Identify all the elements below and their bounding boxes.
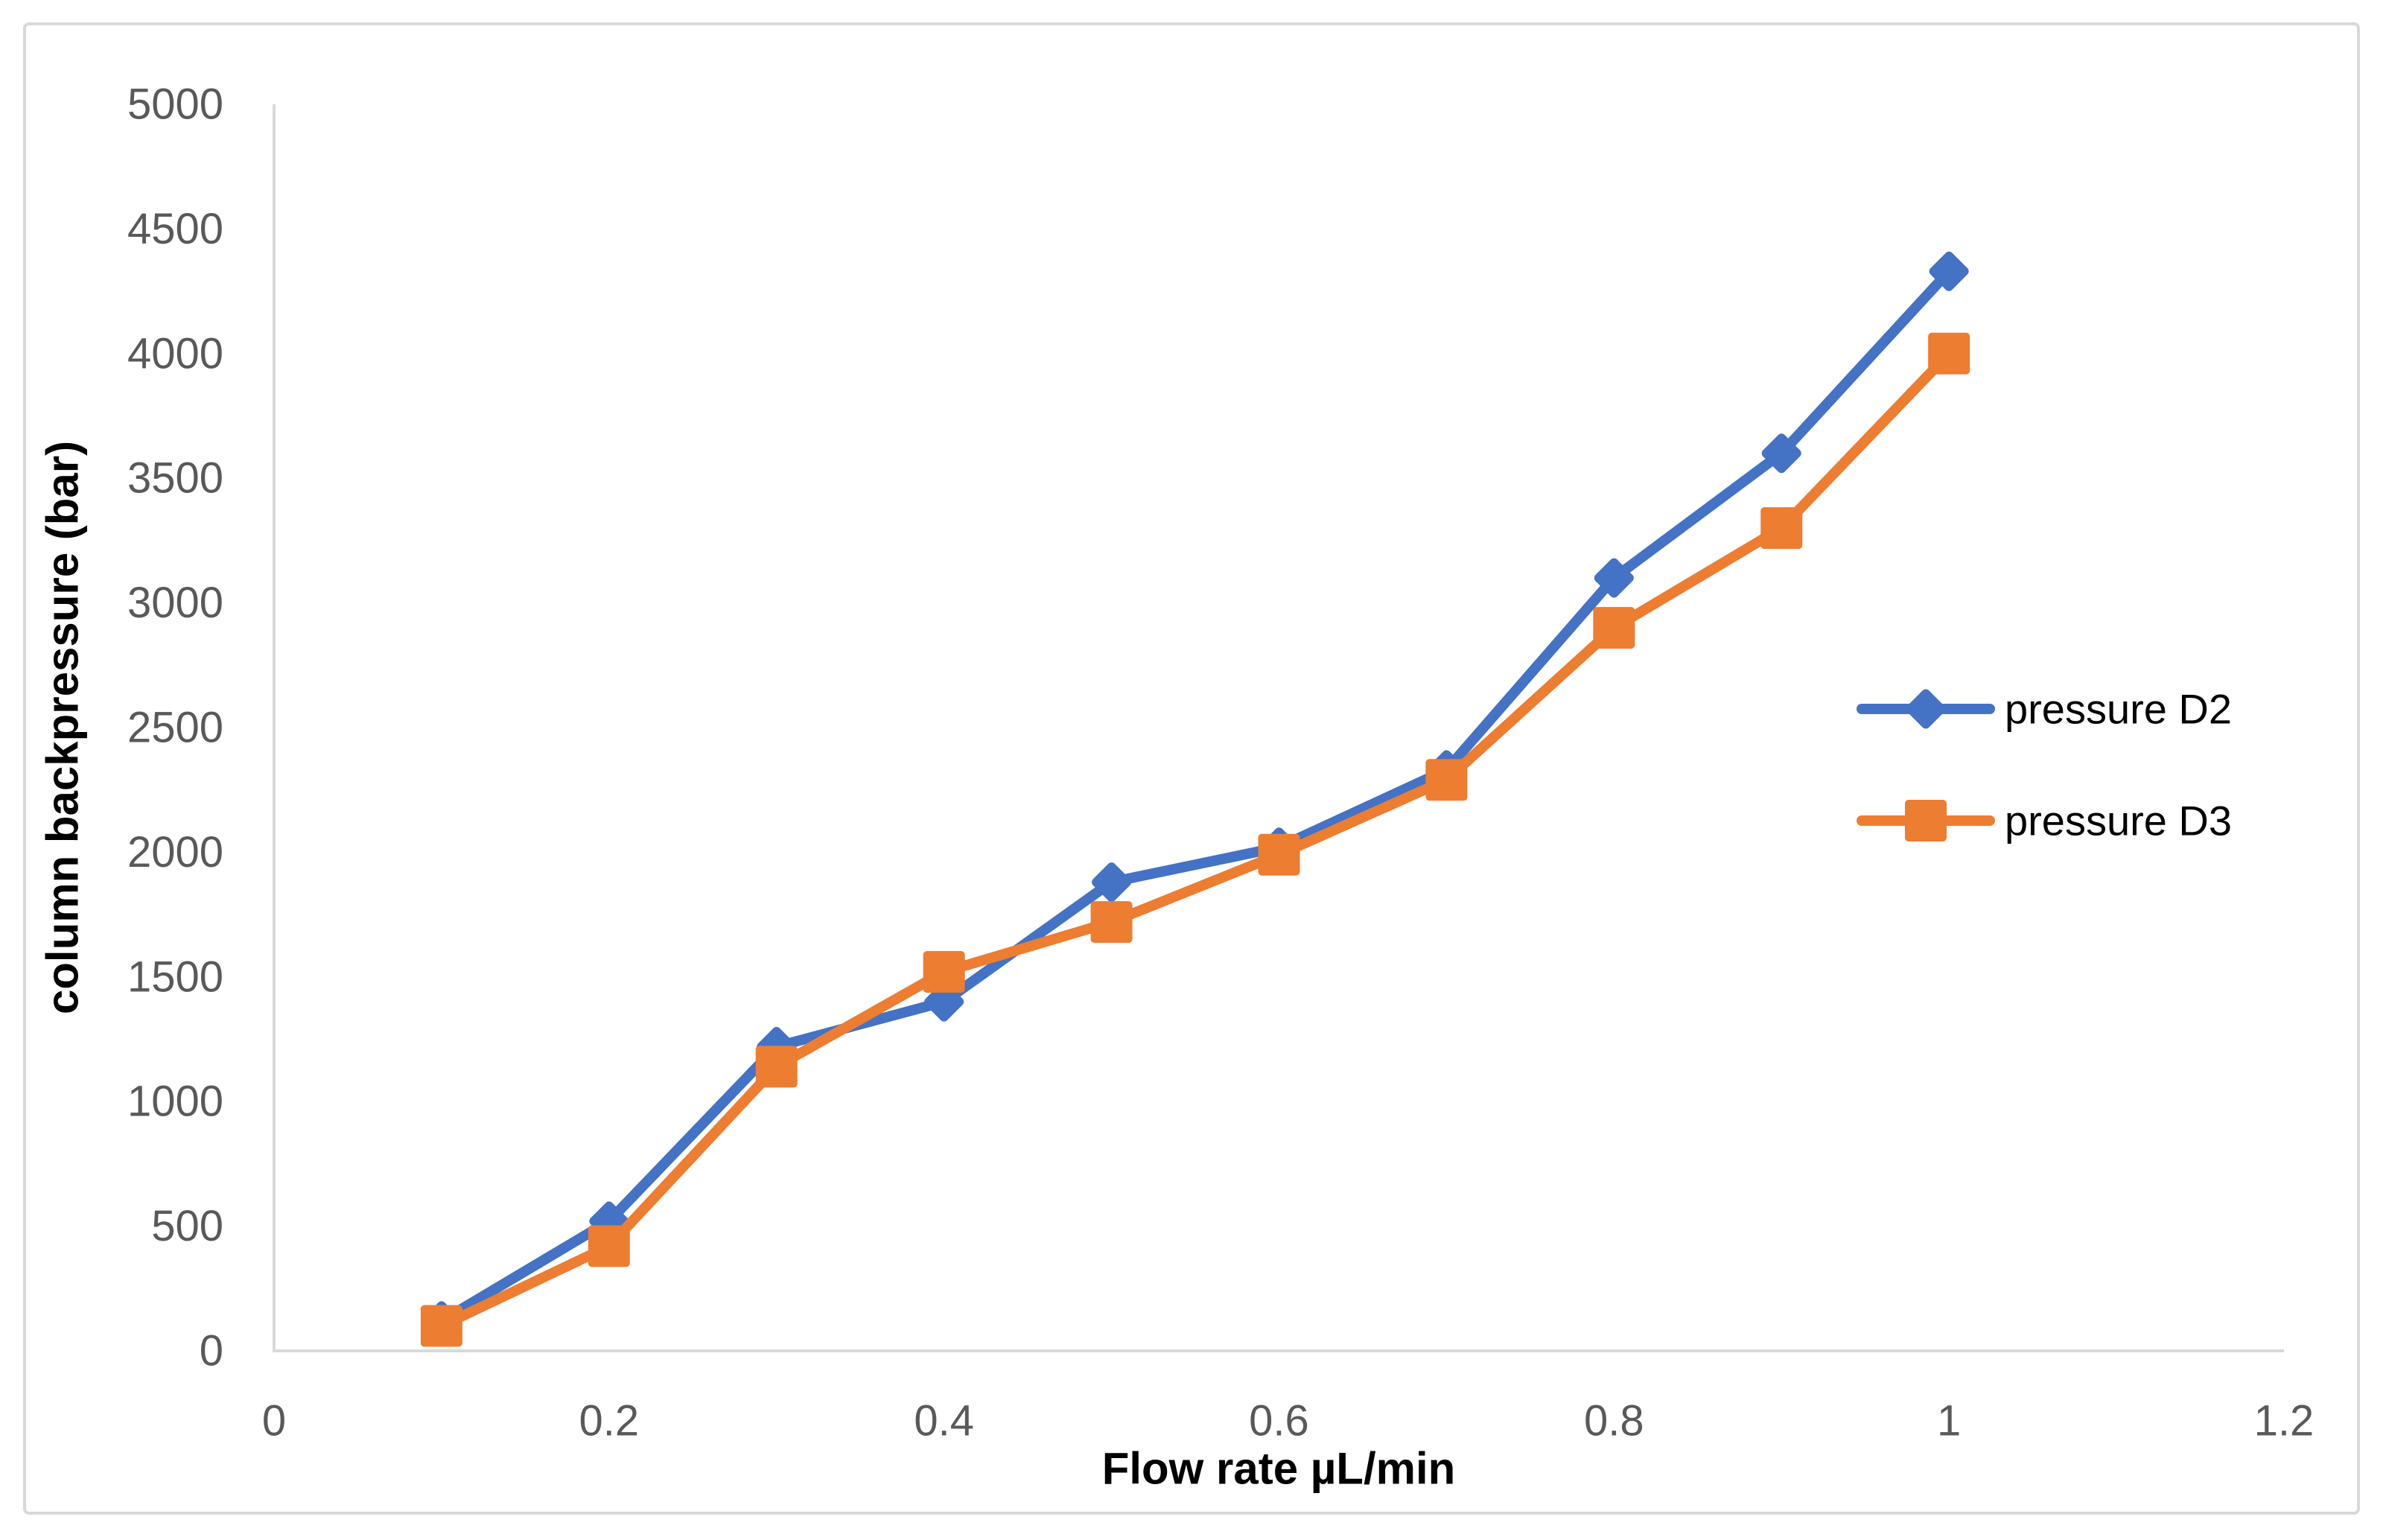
y-tick-label: 4500 [127, 205, 223, 253]
series-pressure-d3-square-marker [1425, 759, 1468, 801]
series-pressure-d2-line [436, 266, 1955, 1326]
legend-pressure-d2-diamond-marker [1906, 689, 1946, 729]
x-tick-label: 0 [262, 1397, 286, 1445]
x-tick-label: 1 [1937, 1397, 1961, 1445]
x-tick-label: 0.6 [1249, 1397, 1309, 1445]
chart-frame [23, 22, 2360, 1515]
series-pressure-d3-square-marker [1760, 507, 1803, 550]
series-pressure-d3-square-marker [588, 1225, 630, 1267]
y-tick-label: 0 [200, 1327, 223, 1375]
legend-pressure-d2-label: pressure D2 [2005, 686, 2232, 733]
x-tick-label: 0.8 [1584, 1397, 1644, 1445]
y-tick-label: 1500 [127, 952, 223, 1001]
series-pressure-d3-square-marker [1090, 901, 1133, 944]
series-pressure-d3-square-marker [1258, 833, 1300, 876]
series-pressure-d3-square-marker [1593, 607, 1635, 649]
y-tick-label: 500 [151, 1202, 223, 1250]
series-pressure-d3-square-marker [1928, 332, 1970, 375]
x-tick-label: 0.4 [914, 1397, 974, 1445]
y-tick-label: 4000 [127, 329, 223, 378]
series-pressure-d2-diamond-marker [1929, 251, 1969, 291]
y-tick-label: 2000 [127, 828, 223, 876]
y-tick-label: 1000 [127, 1078, 223, 1126]
plot-area: 0 500 1000 1500 2000 2500 3000 3500 4000 4500 5000… [127, 80, 2314, 1445]
y-tick-label: 5000 [127, 80, 223, 129]
series-pressure-d3-square-marker [755, 1046, 798, 1088]
series-pressure-d2-diamond-marker [1594, 558, 1634, 598]
y-tick-label: 2500 [127, 704, 223, 752]
y-tick-label: 3000 [127, 579, 223, 627]
x-tick-label: 1.2 [2254, 1397, 2315, 1445]
legend-pressure-d3-label: pressure D3 [2005, 798, 2232, 844]
series-pressure-d3-square-marker [923, 951, 965, 993]
axis-lines [273, 104, 2284, 1352]
series-pressure-d2-diamond-marker [1092, 862, 1132, 903]
series-pressure-d2-diamond-marker [1761, 433, 1801, 474]
legend-pressure-d3-square-marker [1905, 800, 1947, 841]
y-axis-title: column backpressure (bar) [38, 441, 88, 1014]
y-tick-label: 3500 [127, 454, 223, 503]
x-tick-label: 0.2 [579, 1397, 640, 1445]
series-pressure-d3-square-marker [420, 1305, 462, 1347]
series-pressure-d3-line [436, 348, 1955, 1331]
x-axis-title: Flow rate µL/min [1102, 1444, 1456, 1494]
